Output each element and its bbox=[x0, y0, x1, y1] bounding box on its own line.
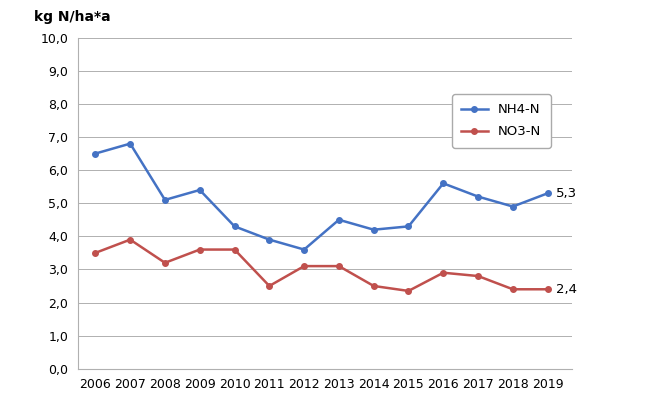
Text: kg N/ha*a: kg N/ha*a bbox=[34, 10, 110, 24]
NO3-N bbox=[231, 247, 239, 252]
NH4-N bbox=[92, 151, 99, 156]
NO3-N bbox=[300, 264, 308, 269]
NO3-N bbox=[474, 274, 482, 279]
NO3-N bbox=[196, 247, 203, 252]
Line: NH4-N: NH4-N bbox=[92, 141, 551, 252]
NO3-N bbox=[92, 250, 99, 255]
NH4-N bbox=[474, 194, 482, 199]
NH4-N bbox=[300, 247, 308, 252]
NO3-N bbox=[335, 264, 343, 269]
Legend: NH4-N, NO3-N: NH4-N, NO3-N bbox=[452, 94, 551, 147]
Line: NO3-N: NO3-N bbox=[92, 237, 551, 294]
NO3-N bbox=[370, 283, 378, 288]
NH4-N bbox=[404, 224, 412, 229]
NH4-N bbox=[126, 141, 134, 146]
NH4-N bbox=[335, 217, 343, 222]
NH4-N bbox=[231, 224, 239, 229]
Text: 5,3: 5,3 bbox=[556, 187, 577, 200]
NH4-N bbox=[439, 181, 447, 186]
Text: 2,4: 2,4 bbox=[556, 283, 577, 296]
NO3-N bbox=[544, 287, 552, 292]
NH4-N bbox=[509, 204, 517, 209]
NO3-N bbox=[404, 288, 412, 293]
NO3-N bbox=[439, 270, 447, 275]
NH4-N bbox=[196, 187, 203, 192]
NH4-N bbox=[161, 197, 169, 202]
NH4-N bbox=[370, 227, 378, 232]
NO3-N bbox=[265, 283, 273, 288]
NO3-N bbox=[126, 237, 134, 242]
NO3-N bbox=[161, 260, 169, 265]
NH4-N bbox=[544, 191, 552, 196]
NH4-N bbox=[265, 237, 273, 242]
NO3-N bbox=[509, 287, 517, 292]
